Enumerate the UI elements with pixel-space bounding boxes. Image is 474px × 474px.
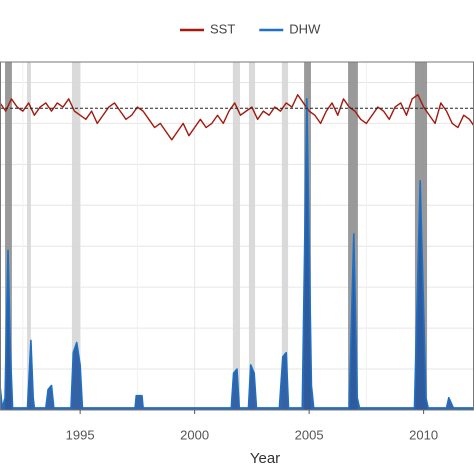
shaded-period bbox=[232, 62, 240, 410]
x-tick-label: 1995 bbox=[66, 427, 95, 442]
shaded-period bbox=[248, 62, 256, 410]
line bbox=[0, 94, 474, 141]
shaded-period bbox=[5, 62, 12, 410]
x-tick-label: 2000 bbox=[180, 427, 209, 442]
shaded-period bbox=[71, 62, 80, 410]
plot-background bbox=[0, 62, 474, 410]
plot-marks bbox=[0, 94, 474, 410]
x-tick-label: 2005 bbox=[295, 427, 324, 442]
shaded-period bbox=[27, 62, 31, 410]
x-tick-label: 2010 bbox=[409, 427, 438, 442]
x-axis-label: Year bbox=[250, 450, 280, 467]
legend-label: DHW bbox=[289, 21, 321, 36]
line bbox=[0, 98, 474, 409]
legend-label: SST bbox=[210, 21, 235, 36]
shaded-period bbox=[281, 62, 289, 410]
